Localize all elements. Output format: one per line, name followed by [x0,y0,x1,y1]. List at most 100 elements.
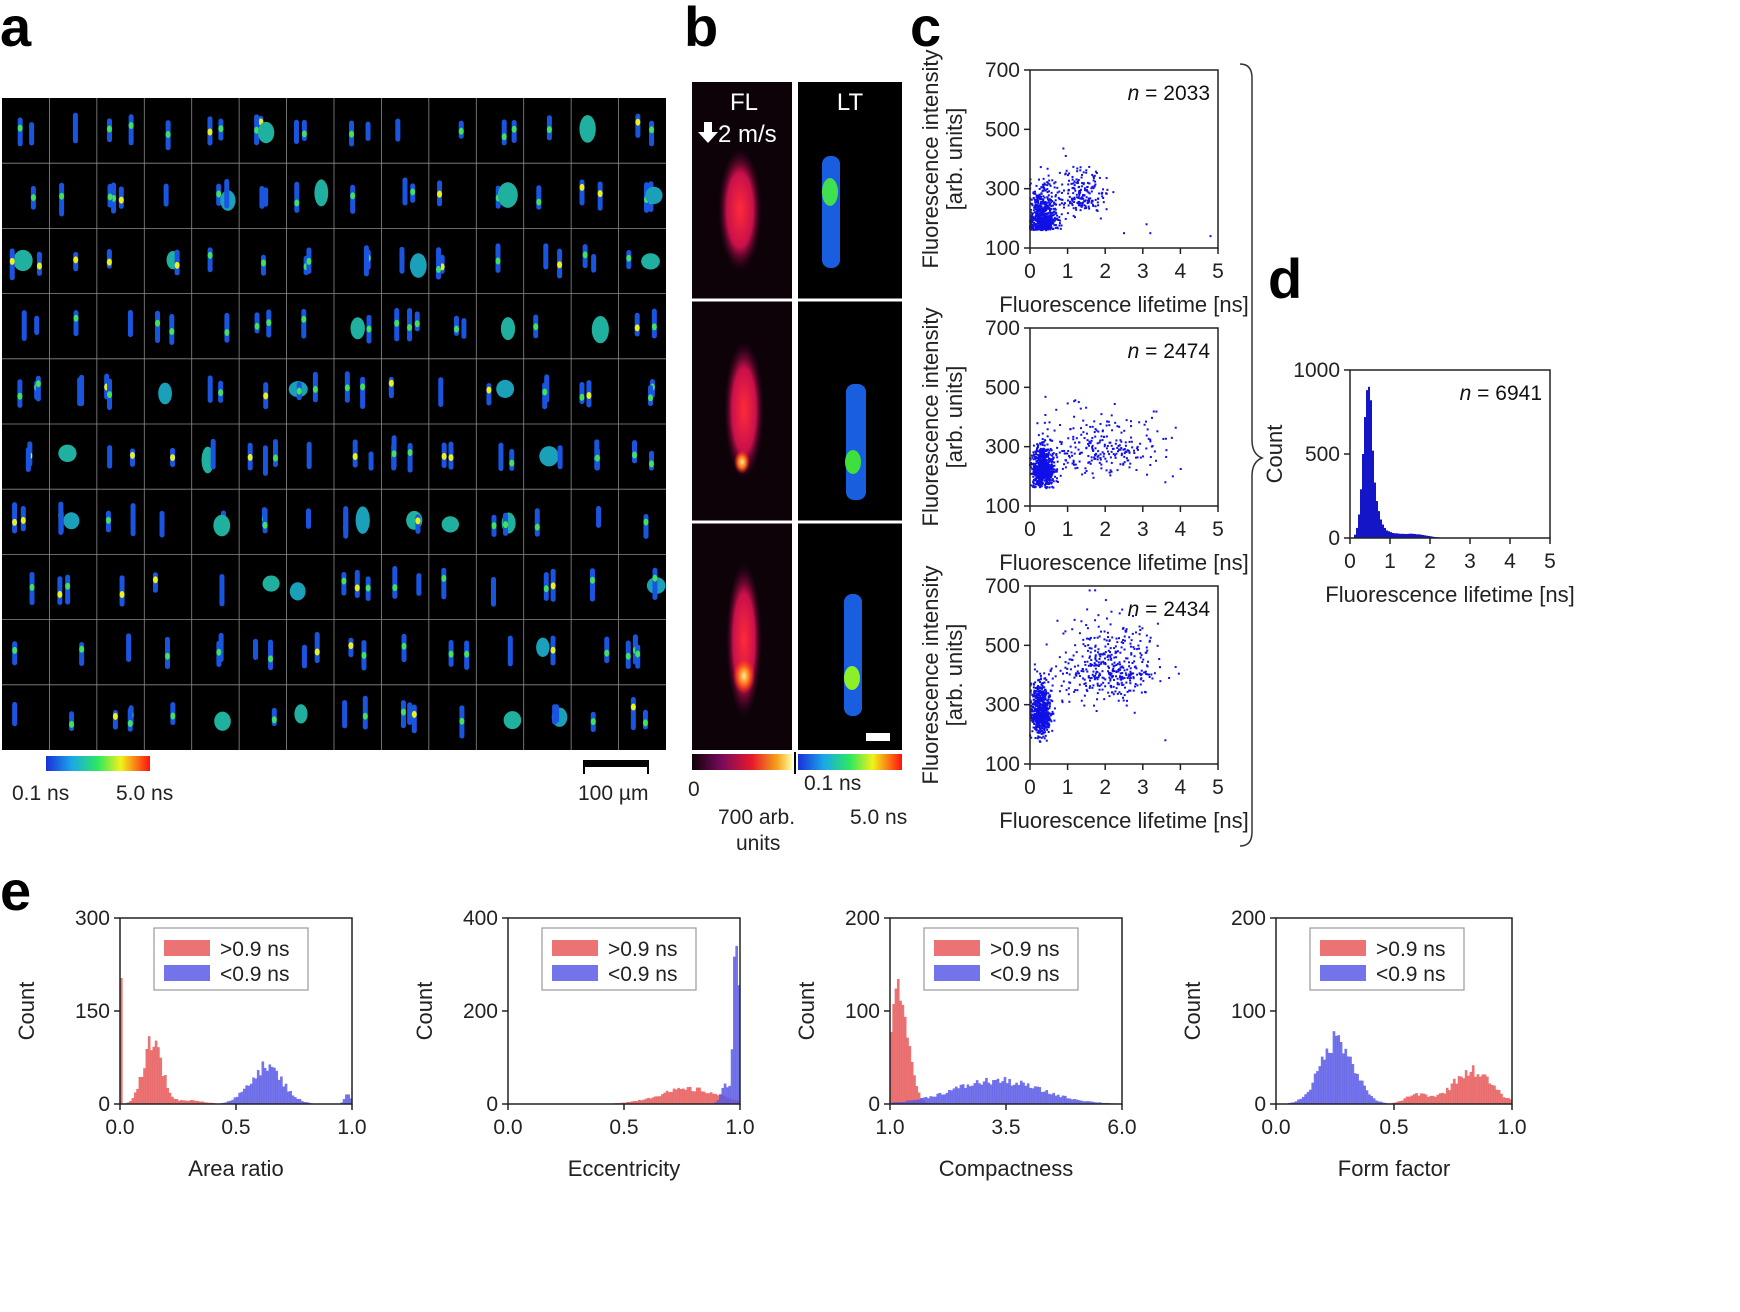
scatter-point [1089,651,1092,654]
scatter-point [1100,653,1103,656]
scatter-point [1042,218,1045,221]
scatter-point [1086,637,1089,640]
scatter-point [1034,695,1037,698]
scatter-point [1041,710,1044,713]
scatter-point [1051,473,1054,476]
cell-nucleus [350,192,356,200]
scatter-point [1029,208,1032,211]
scatter-point [1038,697,1041,700]
scatter-point [1093,420,1096,423]
scatter-point [1089,636,1092,639]
y-tick-label: 500 [985,376,1020,399]
cell-nucleus [459,717,465,725]
scatter-point [1036,699,1039,702]
cell-image [649,120,655,147]
cell-nucleus [107,193,113,201]
histogram-bar-blue [1057,1094,1060,1104]
cell-image [289,582,306,601]
cell-nucleus [362,712,368,720]
scatter-point [1047,215,1050,218]
scatter-point [1066,667,1069,670]
scatter-point [1150,673,1153,676]
scatter-point [1038,483,1041,486]
histogram-bar-blue [971,1085,974,1104]
histogram-bar [1358,514,1360,538]
scatter-point [1040,462,1043,465]
scatter-point [1068,195,1071,198]
scatter-point [1124,441,1127,444]
scatter-point [1142,455,1145,458]
cell-image [13,249,33,272]
scatter-point [1046,184,1049,187]
cell-nucleus [648,394,654,402]
histogram-bar-red [1493,1085,1496,1104]
scatter-point [1073,196,1076,199]
fl-cell-3 [726,562,762,718]
scatter-point [1087,443,1090,446]
scatter-point [1099,457,1102,460]
scatter-point [1049,184,1052,187]
scatter-point [1086,608,1089,611]
scatter-point [1042,221,1045,224]
scatter-point [1140,669,1143,672]
scatter-point [1030,228,1033,231]
scatter-point [1145,634,1148,637]
histogram-bar-red [677,1087,680,1104]
scatter-point [1147,437,1150,440]
histogram-bar-blue [957,1088,960,1104]
scatter-point [1106,655,1109,658]
histogram-bar-blue [298,1098,302,1104]
histogram-bar-blue [973,1083,977,1104]
histogram-bar-blue [936,1093,940,1104]
scatter-point [1033,221,1036,224]
scatter-point [1123,461,1126,464]
histogram-bar-red [1398,1100,1402,1104]
scatter-point [1048,179,1051,182]
cell-nucleus [401,642,407,650]
scatter-point [1148,675,1151,678]
scatter-point [1146,649,1149,652]
scatter-point [1101,670,1104,673]
histogram-bar-blue [1344,1048,1348,1104]
cell-nucleus [127,720,133,728]
cell-image [365,121,371,141]
scatter-point [1083,187,1086,190]
scatter-point [1048,210,1051,213]
scatter-point [1123,429,1126,432]
scatter-point [1148,640,1151,643]
scatter-point [1094,447,1097,450]
scatter-point [1127,661,1130,664]
histogram-bar-blue [282,1086,286,1104]
cell-nucleus [312,385,318,393]
scatter-point [1043,189,1046,192]
scatter-point [1122,448,1125,451]
histogram-bar-red [1460,1076,1463,1104]
scatter-point [1051,219,1054,222]
scatter-point [1039,740,1042,743]
histogram-bar-blue [1327,1052,1331,1104]
cell-image [128,114,134,146]
scatter-point [1130,645,1133,648]
y-tick-label: 400 [463,907,498,930]
cell-image [362,695,368,730]
cell-image [314,631,320,664]
cell-image [343,510,349,534]
scatter-point [1087,191,1090,194]
scatter-point [1122,642,1125,645]
histogram-bar-blue [1299,1098,1303,1104]
histogram-bar-blue [1301,1096,1305,1104]
cell-image [579,115,596,143]
scatter-point [1039,720,1042,723]
scatter-point [1103,445,1106,448]
cell-nucleus [536,198,542,206]
scatter-point [1076,167,1079,170]
histogram-bar-blue [1098,1102,1102,1104]
histogram-bar-blue [1082,1101,1086,1104]
histogram-bar-red [691,1091,694,1104]
histogram-bar-red [1509,1099,1513,1104]
scatter-point [1111,429,1114,432]
scatter-point [1051,485,1054,488]
scatter-point [1118,637,1121,640]
scatter-point [1083,660,1086,663]
scatter-point [1046,188,1049,191]
